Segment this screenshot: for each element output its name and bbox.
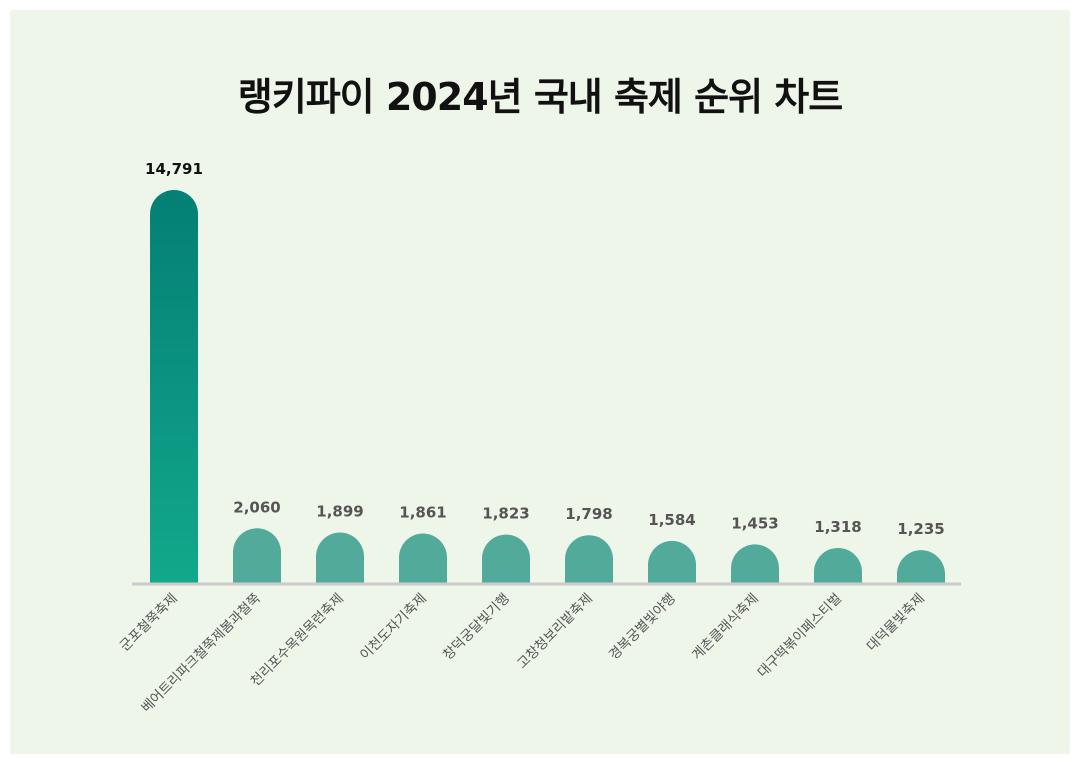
bars-group [150, 190, 945, 583]
category-label-5: 창덕궁달빛기행 [440, 591, 513, 664]
category-label-1: 군포철쭉축제 [117, 591, 181, 655]
bar-7 [648, 540, 696, 583]
bar-9 [814, 547, 862, 583]
value-label-1: 14,791 [145, 160, 203, 178]
value-label-3: 1,899 [316, 503, 363, 521]
value-label-9: 1,318 [814, 518, 861, 536]
value-label-8: 1,453 [731, 514, 778, 532]
bar-6 [565, 535, 613, 583]
bar-5 [482, 534, 530, 583]
category-label-10: 대덕물빛축제 [864, 591, 928, 655]
bar-3 [316, 532, 364, 583]
value-label-5: 1,823 [482, 505, 529, 523]
value-labels-group: 14,791 2,060 1,899 1,861 1,823 1,798 1,584 1,45… [145, 160, 945, 538]
category-label-4: 이천도자기축제 [357, 591, 430, 664]
bar-2 [233, 528, 281, 583]
bar-8 [731, 544, 780, 583]
category-label-7: 경복궁별빛야행 [606, 591, 679, 664]
bar-4 [399, 533, 447, 583]
value-label-4: 1,861 [399, 504, 446, 522]
category-label-6: 고창청보리밭축제 [514, 591, 596, 673]
category-label-9: 대구떡볶이페스티벌 [754, 591, 844, 681]
value-label-7: 1,584 [648, 511, 695, 529]
category-label-8: 계촌클래식축제 [689, 591, 762, 664]
value-label-10: 1,235 [897, 520, 944, 538]
category-label-3: 천리포수목원목련축제 [248, 591, 347, 690]
bar-10 [897, 550, 945, 583]
value-label-6: 1,798 [565, 505, 612, 523]
chart-title: 랭키파이 2024년 국내 축제 순위 차트 [237, 75, 843, 119]
value-label-2: 2,060 [233, 498, 280, 516]
bar-1 [150, 190, 198, 583]
